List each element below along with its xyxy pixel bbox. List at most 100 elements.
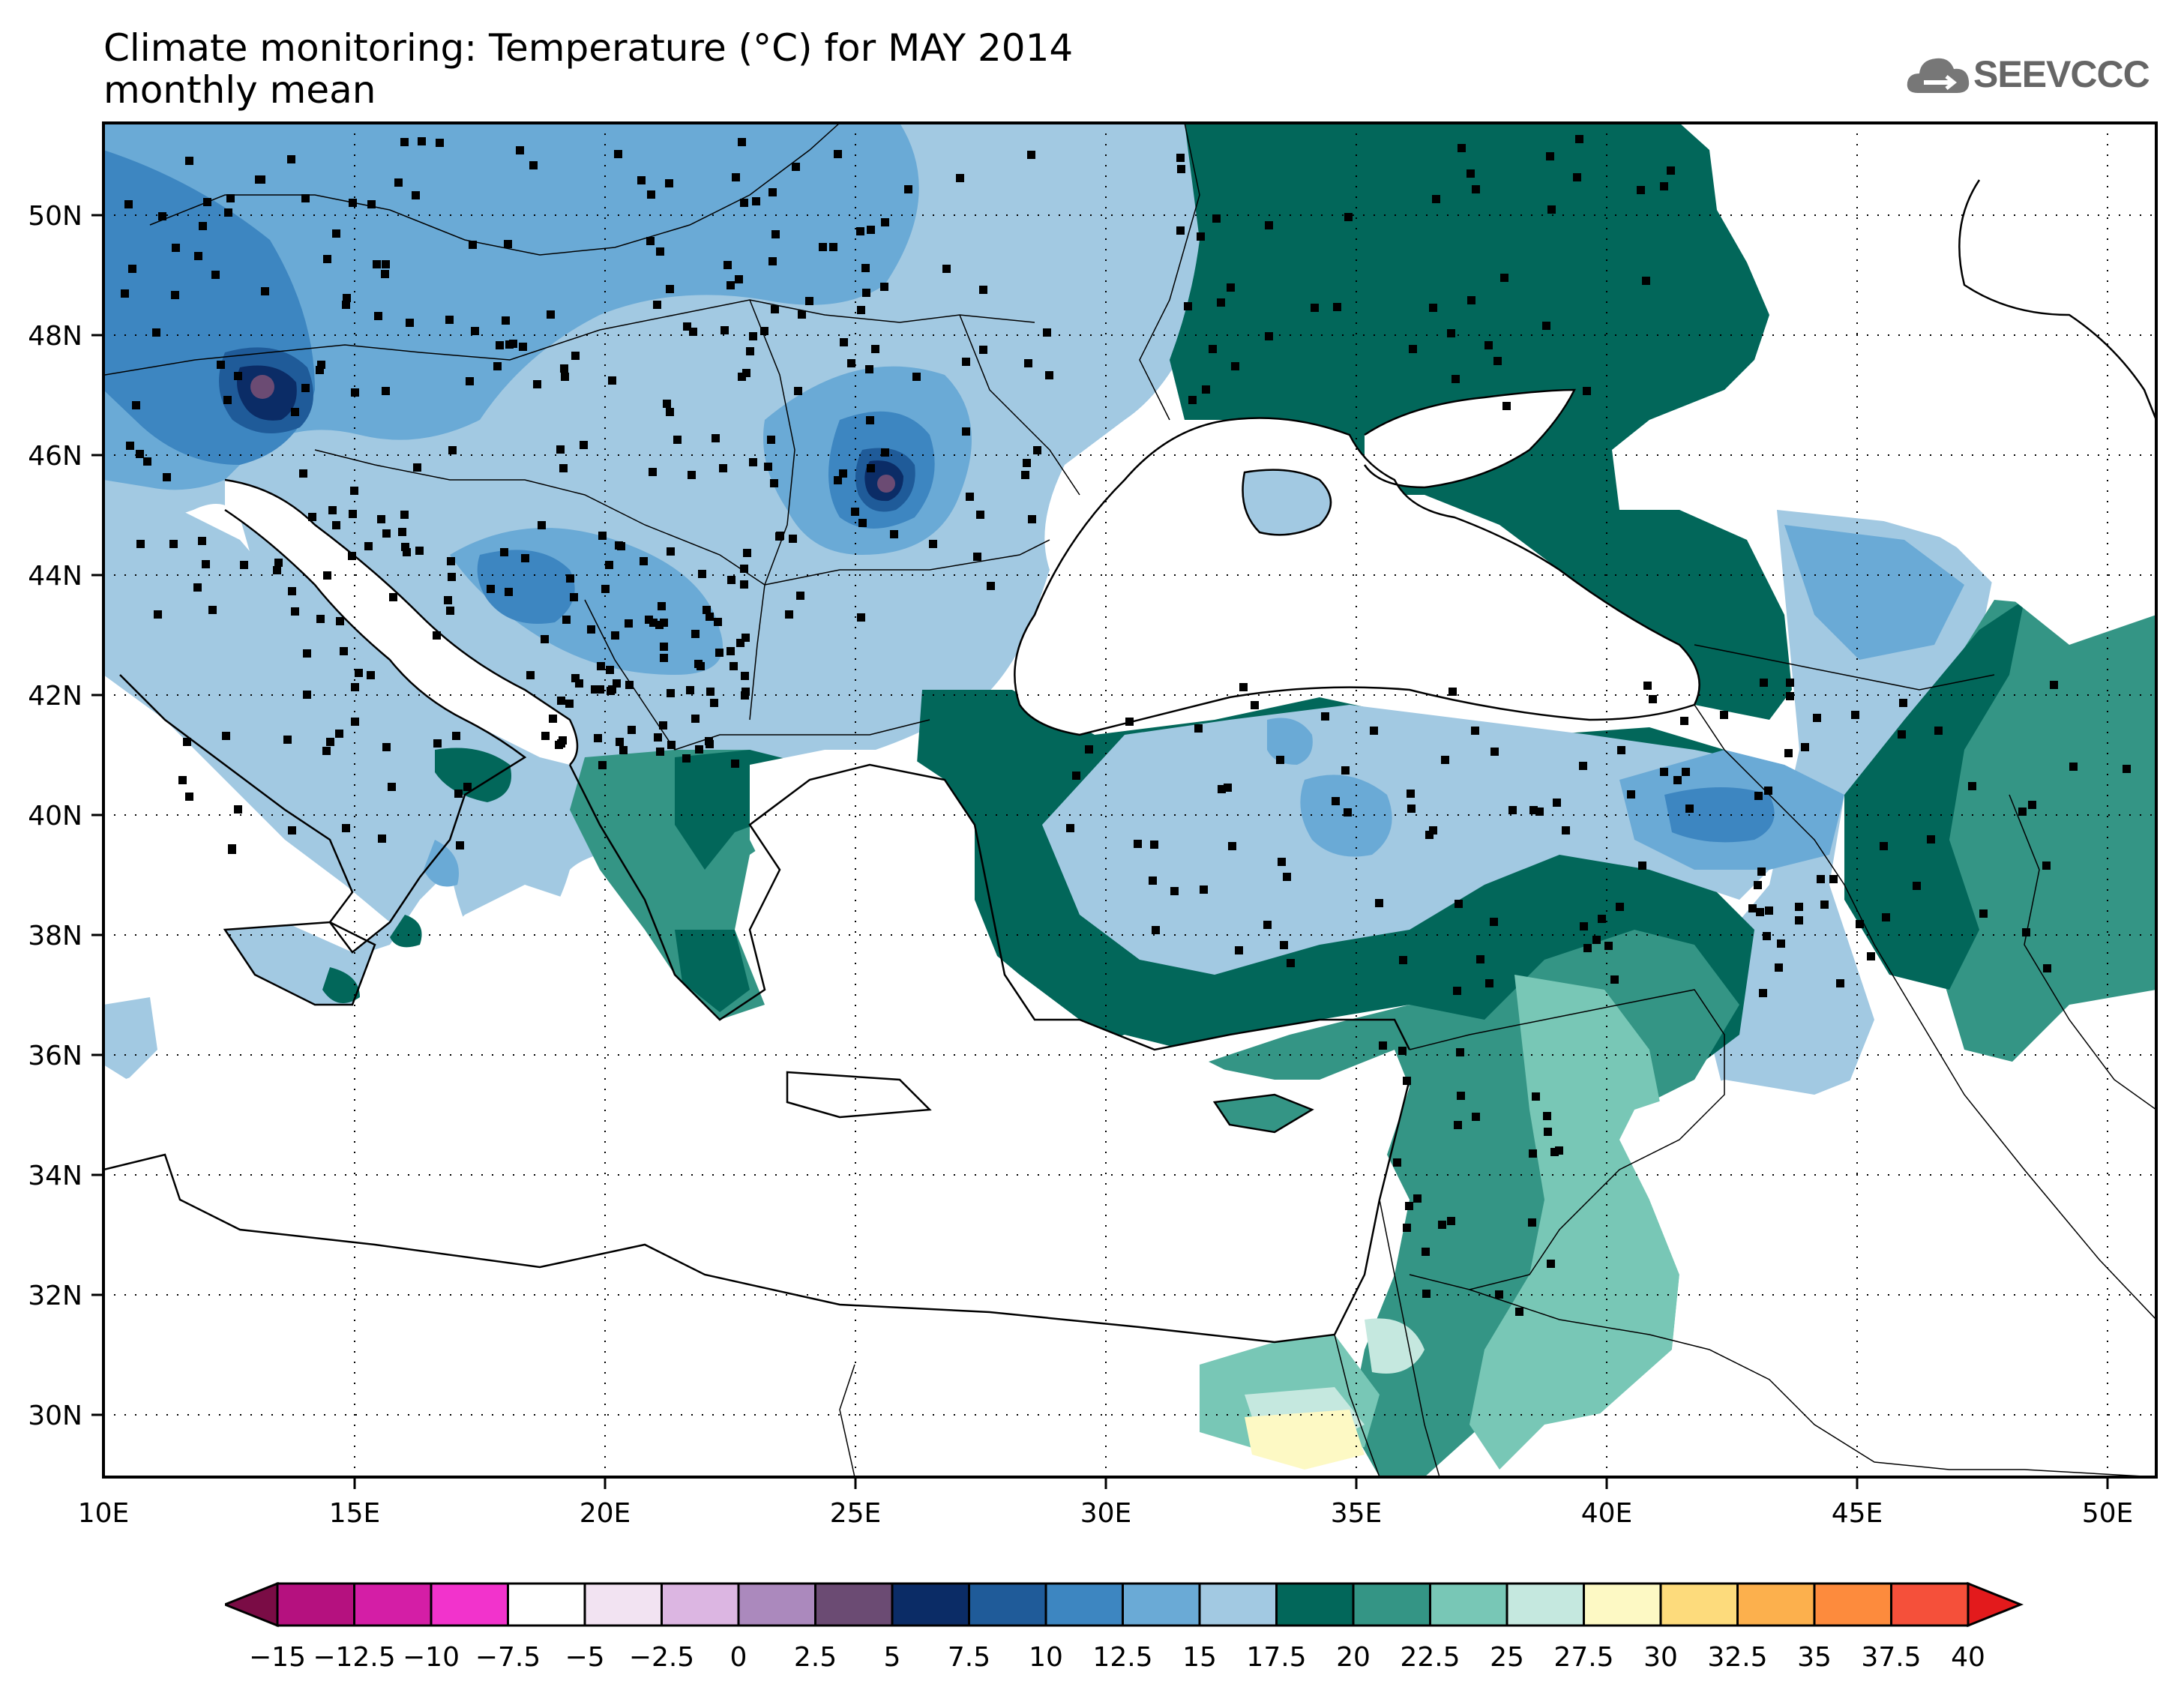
- station-marker: [866, 416, 874, 424]
- station-marker: [328, 506, 337, 514]
- station-marker: [1407, 790, 1415, 798]
- station-marker: [274, 559, 283, 567]
- lon-label-30E: 30E: [1080, 1498, 1132, 1529]
- station-marker: [724, 261, 732, 269]
- station-marker: [382, 529, 391, 538]
- station-marker: [714, 618, 722, 626]
- station-marker: [829, 243, 837, 251]
- station-marker: [768, 257, 777, 265]
- temperature-region-22-25: [1469, 975, 1679, 1470]
- station-marker: [1263, 921, 1272, 929]
- station-marker: [660, 643, 668, 651]
- station-marker: [740, 565, 748, 573]
- station-marker: [308, 513, 316, 521]
- station-marker: [625, 681, 634, 689]
- lat-label-30N: 30N: [28, 1401, 82, 1431]
- station-marker: [400, 138, 409, 146]
- station-marker: [382, 743, 391, 751]
- station-marker: [1817, 875, 1825, 883]
- colorbar-box: [737, 1582, 816, 1627]
- station-marker: [663, 400, 671, 408]
- station-marker: [698, 570, 706, 578]
- station-marker: [1748, 904, 1757, 912]
- station-marker: [1333, 303, 1341, 311]
- station-marker: [1287, 959, 1295, 967]
- station-marker: [1021, 471, 1029, 479]
- station-marker: [1422, 1290, 1431, 1298]
- station-marker: [1399, 956, 1407, 964]
- station-marker: [493, 362, 502, 370]
- station-marker: [1544, 1128, 1552, 1136]
- axis-ticks: [91, 214, 2109, 1489]
- station-marker: [1720, 711, 1728, 719]
- station-marker: [1500, 274, 1508, 282]
- station-marker: [856, 227, 864, 235]
- station-marker: [616, 738, 624, 746]
- crete-coastline: [786, 1071, 932, 1119]
- station-marker: [1447, 1217, 1455, 1225]
- station-marker: [1680, 717, 1688, 725]
- station-marker: [505, 588, 513, 596]
- station-marker: [288, 826, 296, 835]
- station-marker: [1425, 831, 1434, 839]
- station-marker: [768, 188, 777, 196]
- country-border: [314, 449, 765, 586]
- station-marker: [667, 547, 675, 556]
- station-marker: [538, 521, 546, 529]
- station-marker: [741, 634, 750, 642]
- station-marker: [785, 610, 793, 619]
- station-marker: [1466, 169, 1475, 178]
- station-marker: [1913, 882, 1921, 890]
- station-marker: [637, 176, 646, 184]
- station-marker: [819, 243, 827, 251]
- station-marker: [1224, 784, 1232, 792]
- colorbar-label: 37.5: [1861, 1642, 1921, 1672]
- station-marker: [683, 322, 691, 331]
- station-marker: [444, 596, 452, 604]
- crimea-coastline: [1242, 469, 1332, 536]
- station-marker: [463, 783, 472, 791]
- station-marker: [881, 218, 889, 226]
- station-marker: [1432, 195, 1440, 203]
- station-marker: [418, 137, 426, 145]
- station-marker: [749, 332, 757, 340]
- station-marker: [445, 316, 454, 324]
- cyprus: [1215, 1095, 1312, 1132]
- station-marker: [912, 373, 921, 381]
- azov-coastline: [1363, 388, 1577, 489]
- station-marker: [706, 740, 714, 748]
- station-marker: [1764, 787, 1772, 795]
- station-marker: [871, 345, 879, 353]
- station-marker: [433, 631, 441, 640]
- station-marker: [712, 434, 720, 442]
- black-sea: [1014, 418, 1700, 735]
- station-marker: [322, 747, 331, 755]
- station-marker: [1438, 1221, 1446, 1229]
- station-marker: [682, 754, 691, 763]
- station-marker: [516, 146, 524, 154]
- country-border: [749, 299, 795, 721]
- station-marker: [469, 241, 477, 249]
- station-marker: [2018, 808, 2027, 816]
- colorbar-box: [276, 1582, 355, 1627]
- colorbar-label: −15: [249, 1642, 306, 1672]
- station-marker: [255, 175, 263, 184]
- station-marker: [942, 265, 951, 273]
- station-marker: [857, 613, 865, 622]
- station-marker: [1836, 979, 1844, 987]
- station-marker: [1555, 1146, 1563, 1155]
- station-marker: [1795, 903, 1803, 911]
- station-marker: [1682, 768, 1690, 776]
- lat-label-32N: 32N: [28, 1281, 82, 1311]
- station-marker: [746, 347, 754, 355]
- temperature-colorbar: −15 −12.5 −10 −7.5 −5 −2.5 0 2.5 5 7.5 10 12.5 15 17.…: [225, 1582, 2024, 1672]
- station-marker: [185, 157, 193, 165]
- station-marker: [124, 200, 133, 208]
- temperature-region-15-17: [1042, 705, 1784, 975]
- station-marker: [388, 783, 396, 791]
- station-marker: [598, 761, 607, 769]
- azov-sea: [1365, 390, 1574, 487]
- station-marker: [770, 479, 778, 487]
- north-africa-coastline: [103, 1079, 1411, 1344]
